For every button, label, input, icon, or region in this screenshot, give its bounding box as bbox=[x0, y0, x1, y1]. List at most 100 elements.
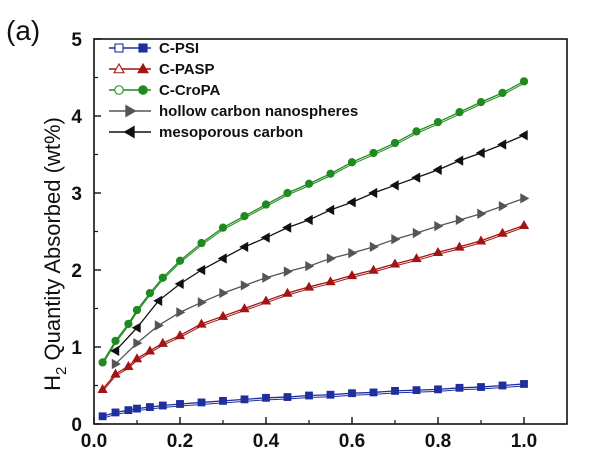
data-point bbox=[476, 98, 486, 107]
data-point bbox=[368, 264, 379, 274]
data-point bbox=[125, 104, 137, 118]
series-group bbox=[98, 77, 529, 367]
data-point bbox=[133, 338, 143, 349]
data-point bbox=[412, 386, 421, 395]
data-point bbox=[132, 305, 142, 315]
data-point bbox=[368, 187, 378, 199]
data-point bbox=[455, 383, 464, 392]
data-point bbox=[475, 235, 487, 245]
data-point bbox=[412, 227, 422, 239]
data-point bbox=[369, 148, 378, 158]
data-point bbox=[98, 358, 107, 367]
y-ticks: 0 1 2 3 4 5 bbox=[71, 30, 101, 436]
data-point bbox=[520, 380, 528, 388]
data-point bbox=[497, 139, 507, 150]
y-tick-label: 2 bbox=[71, 261, 82, 282]
data-point bbox=[218, 223, 228, 232]
y-tick-label: 4 bbox=[71, 107, 82, 128]
data-point bbox=[145, 288, 155, 298]
data-point bbox=[390, 138, 400, 148]
data-point bbox=[240, 280, 250, 291]
data-point bbox=[326, 390, 335, 399]
data-point bbox=[455, 108, 464, 117]
data-point bbox=[475, 147, 485, 159]
x-ticks: 0.0 0.2 0.4 0.6 0.8 1.0 bbox=[81, 417, 537, 452]
legend: C-PSI C-PASP C-CroPA hollow carbon nanosphe… bbox=[109, 40, 358, 141]
data-point bbox=[158, 273, 167, 282]
panel-label: (a) bbox=[6, 15, 40, 46]
data-point bbox=[260, 295, 272, 305]
data-point bbox=[303, 214, 313, 226]
data-point bbox=[131, 322, 141, 333]
data-point bbox=[123, 125, 135, 139]
data-point bbox=[454, 241, 465, 251]
data-point bbox=[346, 197, 356, 208]
x-tick-label: 0.2 bbox=[167, 431, 193, 452]
series-line-desorption bbox=[102, 226, 525, 392]
data-point bbox=[111, 358, 121, 370]
data-point bbox=[518, 130, 528, 141]
data-point bbox=[124, 319, 133, 329]
data-point bbox=[519, 77, 529, 86]
data-point bbox=[411, 172, 421, 183]
data-point bbox=[304, 179, 314, 188]
data-point bbox=[498, 381, 507, 390]
data-point bbox=[261, 200, 271, 209]
data-point bbox=[217, 310, 229, 320]
data-point bbox=[348, 247, 358, 259]
data-point bbox=[348, 389, 356, 398]
data-point bbox=[391, 234, 401, 245]
data-point bbox=[153, 295, 163, 306]
data-point bbox=[137, 62, 149, 74]
data-point bbox=[305, 261, 315, 272]
data-point bbox=[283, 266, 293, 277]
data-point bbox=[219, 287, 229, 299]
data-point bbox=[98, 412, 107, 421]
data-point bbox=[197, 238, 206, 248]
data-point bbox=[111, 408, 120, 417]
data-point bbox=[389, 180, 399, 191]
y-axis-label-main: H bbox=[40, 375, 65, 391]
y-tick-label: 1 bbox=[71, 338, 82, 359]
data-point bbox=[154, 320, 164, 331]
y-tick-label: 5 bbox=[71, 30, 82, 51]
data-point bbox=[434, 385, 442, 394]
data-point bbox=[369, 388, 378, 397]
data-point bbox=[131, 353, 143, 363]
data-point bbox=[369, 241, 379, 253]
data-point bbox=[260, 232, 270, 243]
x-tick-label: 0.0 bbox=[81, 431, 107, 452]
series-line bbox=[115, 134, 525, 352]
data-point bbox=[325, 204, 335, 216]
data-point bbox=[239, 303, 250, 313]
legend-label: C-PASP bbox=[159, 61, 215, 78]
data-point bbox=[157, 337, 168, 347]
legend-label: C-PSI bbox=[159, 40, 199, 57]
data-point bbox=[196, 318, 207, 328]
data-point bbox=[114, 85, 124, 95]
data-point bbox=[239, 241, 249, 253]
data-point bbox=[477, 383, 485, 391]
data-point bbox=[176, 307, 186, 318]
data-point bbox=[197, 297, 207, 308]
data-point bbox=[138, 43, 148, 53]
data-point bbox=[217, 253, 227, 264]
data-point bbox=[110, 368, 121, 378]
data-point bbox=[282, 287, 293, 297]
x-tick-label: 0.6 bbox=[339, 431, 365, 452]
legend-label: hollow carbon nanospheres bbox=[159, 103, 358, 120]
legend-entry: hollow carbon nanospheres bbox=[109, 103, 358, 120]
data-point bbox=[133, 404, 141, 413]
data-point bbox=[176, 400, 184, 408]
data-point bbox=[282, 222, 292, 233]
series-group bbox=[98, 380, 528, 421]
data-point bbox=[97, 384, 108, 394]
series-layer bbox=[97, 77, 530, 421]
data-point bbox=[455, 214, 465, 226]
data-point bbox=[411, 253, 422, 263]
data-point bbox=[262, 393, 270, 402]
data-point bbox=[432, 246, 444, 256]
legend-entry: mesoporous carbon bbox=[109, 124, 303, 141]
data-point bbox=[432, 164, 442, 176]
data-point bbox=[145, 403, 154, 411]
